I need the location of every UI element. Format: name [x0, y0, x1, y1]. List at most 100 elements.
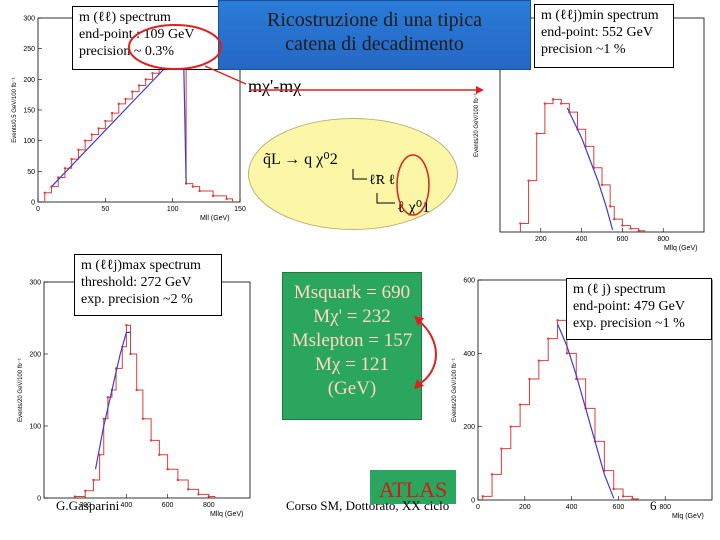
y-tick-label: 300	[23, 16, 35, 23]
data-point	[149, 439, 153, 442]
y-tick-label: 0	[31, 200, 35, 207]
data-point	[166, 468, 169, 471]
decay-chain-diagram: q̃L → q χ⁰2 ℓ̃R ℓ ℓ χ⁰1	[248, 118, 458, 230]
mass-slepton: Mslepton = 157	[291, 330, 413, 351]
caption-mllj-min: m (ℓℓj)min spectrum end-point: 552 GeV p…	[534, 4, 674, 68]
data-point	[556, 319, 559, 322]
mass-squark: Msquark = 690	[293, 282, 411, 303]
x-tick-label: 100	[167, 206, 179, 213]
data-point	[612, 487, 615, 491]
data-point	[129, 352, 132, 356]
data-point	[124, 97, 127, 101]
x-axis-label: Mll (GeV)	[200, 215, 230, 222]
data-point	[519, 222, 522, 225]
data-point	[125, 324, 128, 327]
mass-chi-prime: Mχ' = 232	[313, 306, 391, 327]
data-point	[565, 352, 569, 355]
caption-mllj-max-line1: m (ℓℓj)max spectrum	[81, 258, 201, 273]
decay-step-1: q̃L → q χ⁰2	[263, 151, 338, 168]
data-point	[547, 337, 550, 340]
atlas-logo: ATLAS	[370, 470, 456, 504]
x-tick-label: 600	[617, 236, 629, 243]
fit-curve	[557, 323, 615, 499]
data-point	[527, 179, 530, 182]
x-tick-label: 200	[519, 504, 531, 511]
x-tick-label: 800	[657, 236, 669, 243]
x-tick-label: 0	[36, 206, 40, 213]
decay-arrow-2	[376, 193, 395, 204]
y-axis-label: Events/20 GeV/100 fb⁻¹	[452, 358, 458, 422]
data-point	[197, 493, 200, 496]
slepton-highlight	[396, 154, 430, 216]
data-point	[629, 227, 632, 230]
histogram-series	[519, 98, 646, 232]
data-point	[102, 417, 105, 420]
data-point	[117, 102, 121, 106]
data-point	[63, 167, 67, 170]
histogram-series	[74, 324, 216, 498]
histogram-series	[44, 49, 234, 202]
y-tick-label: 600	[463, 278, 475, 285]
data-point	[537, 359, 541, 362]
data-point	[637, 229, 640, 232]
caption-mllj-min-line3: precision ~1 %	[541, 42, 626, 57]
data-point	[144, 78, 147, 81]
y-tick-label: 200	[29, 352, 41, 359]
fit-curve	[94, 331, 131, 470]
data-point	[137, 84, 141, 87]
slide-title-line2: catena di decadimento	[285, 33, 464, 55]
y-axis-label: Events/20 GeV/100 fb⁻¹	[474, 93, 480, 157]
data-point	[207, 495, 210, 498]
data-point	[141, 417, 145, 420]
data-point	[509, 425, 512, 428]
caption-mllj-max: m (ℓℓj)max spectrum threshold: 272 GeV e…	[74, 254, 222, 316]
x-tick-label: 0	[476, 504, 480, 511]
slide-title-line1: Ricostruzione di una tipica	[267, 9, 482, 31]
x-tick-label: 200	[79, 502, 91, 509]
y-tick-label: 200	[23, 77, 35, 84]
data-point	[98, 453, 101, 456]
caption-mll-line3: precision ~ 0.3%	[79, 44, 175, 59]
x-tick-label: 200	[535, 236, 547, 243]
data-point	[481, 495, 484, 498]
data-point	[198, 189, 201, 193]
x-tick-label: 400	[576, 236, 588, 243]
data-point	[560, 102, 563, 105]
caption-mllj-min-line2: end-point: 552 GeV	[541, 25, 653, 40]
caption-mlj-line2: end-point: 479 GeV	[573, 299, 685, 314]
data-point	[84, 489, 87, 492]
chart-mllj-min: 200 400 600 800 Mllq (GeV) Events/20 GeV/100 …	[474, 17, 705, 252]
footer-author: G.Gasparini	[56, 498, 120, 513]
data-point	[43, 191, 46, 194]
data-point	[158, 453, 161, 456]
y-tick-label: 50	[27, 169, 35, 176]
data-point	[131, 90, 134, 93]
y-tick-label: 400	[463, 351, 475, 358]
chart-mlj: 0 200 400 600 800 0 200 400 600 Mlq (GeV) Events/2…	[452, 278, 713, 520]
data-point	[225, 197, 228, 201]
slide-title: Ricostruzione di una tipica catena di de…	[218, 0, 531, 70]
footer-course: Corso SM, Dottorato, XX ciclo	[286, 498, 450, 513]
data-point	[613, 217, 616, 221]
x-tick-label: 50	[101, 206, 109, 213]
mass-chi: Mχ = 121	[314, 354, 390, 375]
decay-arrow-1	[352, 169, 367, 180]
y-tick-label: 150	[23, 108, 35, 115]
mass-unit: (GeV)	[327, 378, 377, 399]
data-point	[104, 119, 107, 123]
caption-mllj-max-line3: exp. precision ~2 %	[81, 292, 193, 307]
data-point	[631, 497, 634, 501]
y-tick-label: 250	[23, 46, 35, 53]
caption-mlj-line3: exp. precision ~1 %	[573, 316, 685, 331]
data-point	[176, 478, 180, 482]
data-point	[211, 194, 215, 198]
caption-mlj: m (ℓ j) spectrum end-point: 479 GeV exp.…	[566, 278, 712, 340]
fit-curve	[566, 107, 614, 231]
y-tick-label: 300	[29, 280, 41, 287]
x-tick-label: 600	[162, 502, 174, 509]
y-axis-label: Events/20 GeV/100 fb⁻¹	[18, 358, 24, 422]
data-point	[490, 473, 494, 476]
decay-step-2: ℓ̃R ℓ	[369, 173, 396, 188]
x-tick-label: 600	[613, 504, 625, 511]
data-point	[518, 403, 522, 406]
